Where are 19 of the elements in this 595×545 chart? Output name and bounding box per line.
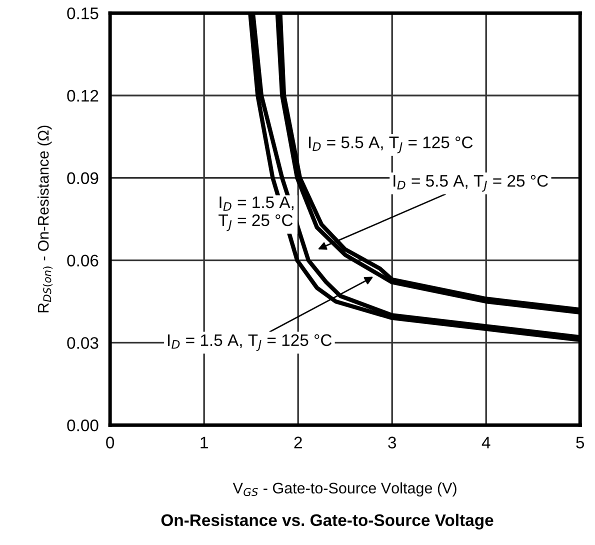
text: On-Resistance vs. Gate-to-Source Voltage — [161, 514, 494, 530]
x-tick-label: 3 — [388, 436, 396, 448]
y-tick-label: 0.12 — [67, 90, 98, 102]
x-tick-label: 1 — [200, 436, 208, 448]
y-tick-label: 0.06 — [67, 254, 98, 266]
x-tick-label: 0 — [106, 436, 114, 448]
x-tick-label: 2 — [294, 436, 302, 448]
annotation: I$_{D}$ = 5.5 A, T$_{J}$ = 25 °C — [394, 174, 548, 192]
annotation: I$_{D}$ = 1.5 A, T$_{J}$ = 25 °C — [218, 196, 294, 232]
y-tick-label: 0.09 — [67, 172, 98, 184]
x-axis-title: V$_{GS}$ - Gate-to-Source Voltage (V) — [232, 482, 456, 497]
x-tick-label: 4 — [482, 436, 490, 448]
y-tick-label: 0.00 — [67, 420, 98, 432]
annotation: I$_{D}$ = 1.5 A, T$_{J}$ = 125 °C — [168, 334, 332, 351]
y-tick-label: 0.03 — [67, 337, 98, 349]
y-tick-label: 0.15 — [67, 7, 98, 20]
x-tick-label: 5 — [576, 436, 584, 448]
annotation: I$_{D}$ = 5.5 A, T$_{J}$ = 125 °C — [309, 136, 473, 154]
y-axis-title: R$_{DS(on)}$ - On-Resistance (Ω) — [38, 126, 53, 312]
